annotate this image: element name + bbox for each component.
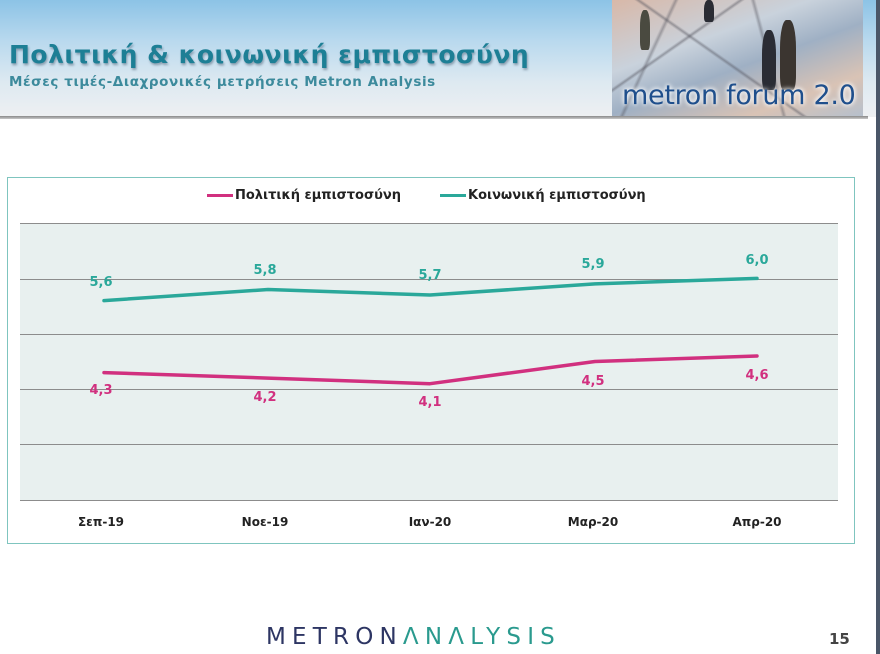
legend-item-political: Πολιτική εμπιστοσύνη — [207, 188, 401, 203]
legend-swatch-social-icon — [440, 194, 466, 197]
x-tick-label: Σεπ-19 — [77, 515, 125, 529]
series-line-social — [102, 276, 759, 303]
x-tick-label: Ιαν-20 — [408, 515, 452, 529]
page-number: 15 — [829, 630, 850, 648]
gridline-2 — [20, 500, 838, 501]
series-line-political — [102, 354, 759, 386]
data-label-social-0: 5,6 — [89, 275, 113, 290]
data-label-social-2: 5,7 — [418, 268, 442, 283]
gridline-7 — [20, 223, 838, 224]
slide-right-edge — [876, 0, 880, 654]
legend-swatch-political-icon — [207, 194, 233, 197]
data-label-social-1: 5,8 — [253, 263, 277, 278]
gridline-6 — [20, 279, 838, 280]
gridline-4 — [20, 389, 838, 390]
slide-title: Πολιτική & κοινωνική εμπιστοσύνη — [9, 40, 530, 69]
chart-legend: Πολιτική εμπιστοσύνη Κοινωνική εμπιστοσύ… — [0, 188, 880, 204]
person-figure-icon — [640, 10, 650, 50]
metron-analysis-logo: METRONΛNΛLYSIS — [266, 624, 561, 650]
metron-forum-badge-text: metron forum 2.0 — [622, 80, 856, 111]
data-label-political-4: 4,6 — [745, 368, 769, 383]
person-figure-icon — [762, 30, 776, 90]
logo-metron-text: METRON — [266, 624, 403, 650]
data-label-social-3: 5,9 — [581, 257, 605, 272]
data-label-political-0: 4,3 — [89, 383, 113, 398]
data-label-political-1: 4,2 — [253, 390, 277, 405]
person-figure-icon — [704, 0, 714, 22]
legend-item-social: Κοινωνική εμπιστοσύνη — [440, 188, 646, 203]
legend-label-social: Κοινωνική εμπιστοσύνη — [468, 188, 646, 203]
data-label-political-2: 4,1 — [418, 395, 442, 410]
logo-analysis-text: ΛNΛLYSIS — [402, 624, 561, 650]
x-tick-label: Μαρ-20 — [567, 515, 619, 529]
x-tick-label: Απρ-20 — [732, 515, 782, 529]
slide-subtitle: Μέσες τιμές-Διαχρονικές μετρήσεις Metron… — [9, 74, 436, 90]
header-divider — [0, 116, 868, 119]
gridline-5 — [20, 334, 838, 335]
metron-forum-banner-image: metron forum 2.0 — [612, 0, 863, 116]
x-tick-label: Νοε-19 — [241, 515, 289, 529]
legend-label-political: Πολιτική εμπιστοσύνη — [235, 188, 401, 203]
person-figure-icon — [780, 20, 796, 90]
plot-area — [20, 223, 838, 500]
data-label-political-3: 4,5 — [581, 374, 605, 389]
gridline-3 — [20, 444, 838, 445]
data-label-social-4: 6,0 — [745, 253, 769, 268]
